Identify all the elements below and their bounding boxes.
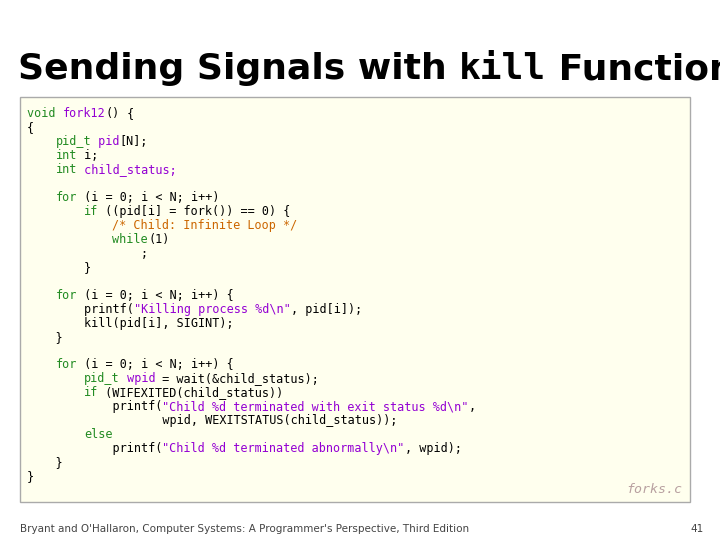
Text: kill(pid[i], SIGINT);: kill(pid[i], SIGINT); <box>27 316 233 329</box>
Text: /* Child: Infinite Loop */: /* Child: Infinite Loop */ <box>112 219 298 232</box>
Text: if: if <box>84 387 98 400</box>
Text: pid: pid <box>91 135 120 148</box>
Text: fork12: fork12 <box>63 107 105 120</box>
Text: }: } <box>27 330 63 343</box>
Text: }: } <box>27 456 63 469</box>
Text: (1): (1) <box>148 233 169 246</box>
Text: }: } <box>27 470 34 483</box>
Text: int: int <box>55 163 77 176</box>
Text: "Child %d terminated abnormally\n": "Child %d terminated abnormally\n" <box>163 442 405 455</box>
Text: printf(: printf( <box>27 302 134 316</box>
Text: pid_t: pid_t <box>55 135 91 148</box>
Text: while: while <box>112 233 148 246</box>
Text: if: if <box>84 205 98 218</box>
Text: pid_t: pid_t <box>84 373 120 386</box>
Text: [N];: [N]; <box>120 135 148 148</box>
Text: , wpid);: , wpid); <box>405 442 462 455</box>
Text: child_status;: child_status; <box>77 163 176 176</box>
Text: Carnegie Mellon: Carnegie Mellon <box>606 8 711 21</box>
Text: {: { <box>27 122 34 134</box>
Text: ,: , <box>469 400 476 413</box>
Text: (i = 0; i < N; i++) {: (i = 0; i < N; i++) { <box>77 289 233 302</box>
Text: for: for <box>55 191 77 204</box>
Text: printf(: printf( <box>27 442 163 455</box>
Text: printf(: printf( <box>27 400 163 413</box>
Text: , pid[i]);: , pid[i]); <box>291 302 362 316</box>
Text: ((pid[i] = fork()) == 0) {: ((pid[i] = fork()) == 0) { <box>98 205 291 218</box>
Text: {: { <box>120 107 134 120</box>
Text: }: } <box>27 261 91 274</box>
Text: for: for <box>55 289 77 302</box>
Text: "Child %d terminated with exit status %d\n": "Child %d terminated with exit status %d… <box>163 400 469 413</box>
Text: int: int <box>55 149 77 162</box>
Text: (WIFEXITED(child_status)): (WIFEXITED(child_status)) <box>98 387 284 400</box>
Text: (i = 0; i < N; i++) {: (i = 0; i < N; i++) { <box>77 359 233 372</box>
Text: "Killing process %d\n": "Killing process %d\n" <box>134 302 291 316</box>
Text: (): () <box>105 107 120 120</box>
Text: Bryant and O'Hallaron, Computer Systems: A Programmer's Perspective, Third Editi: Bryant and O'Hallaron, Computer Systems:… <box>20 524 469 534</box>
Text: 41: 41 <box>690 524 704 534</box>
Text: forks.c: forks.c <box>626 483 682 496</box>
Text: wpid: wpid <box>120 373 156 386</box>
Text: (i = 0; i < N; i++): (i = 0; i < N; i++) <box>77 191 220 204</box>
Text: kill: kill <box>459 52 546 86</box>
Text: else: else <box>84 428 112 441</box>
Text: wpid, WEXITSTATUS(child_status));: wpid, WEXITSTATUS(child_status)); <box>27 414 397 427</box>
Text: ;: ; <box>27 247 148 260</box>
Text: i;: i; <box>77 149 98 162</box>
Text: void: void <box>27 107 63 120</box>
Text: = wait(&child_status);: = wait(&child_status); <box>156 373 319 386</box>
Text: for: for <box>55 359 77 372</box>
FancyBboxPatch shape <box>20 97 690 502</box>
Text: Sending Signals with: Sending Signals with <box>18 52 459 86</box>
Text: Function: Function <box>546 52 720 86</box>
